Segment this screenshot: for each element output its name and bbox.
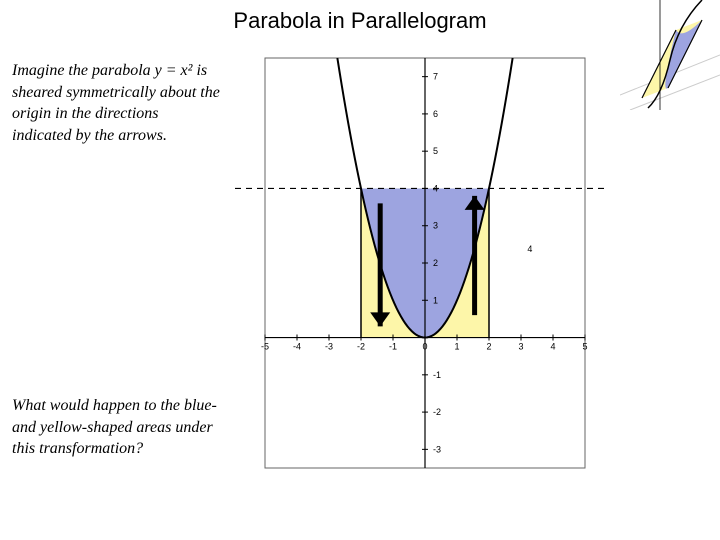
svg-text:1: 1 xyxy=(433,295,438,305)
svg-text:-4: -4 xyxy=(293,342,301,352)
svg-text:5: 5 xyxy=(582,342,587,352)
thumbnail-chart xyxy=(620,0,720,110)
svg-text:6: 6 xyxy=(433,109,438,119)
svg-text:4: 4 xyxy=(527,244,532,254)
question-text: What would happen to the blue- and yello… xyxy=(12,395,222,460)
svg-text:5: 5 xyxy=(433,146,438,156)
svg-text:-2: -2 xyxy=(357,342,365,352)
svg-text:1: 1 xyxy=(454,342,459,352)
svg-text:4: 4 xyxy=(433,183,438,193)
svg-text:-5: -5 xyxy=(261,342,269,352)
svg-text:2: 2 xyxy=(486,342,491,352)
svg-text:-2: -2 xyxy=(433,407,441,417)
svg-text:2: 2 xyxy=(433,258,438,268)
intro-pre: Imagine the parabola xyxy=(12,62,155,79)
svg-text:7: 7 xyxy=(433,72,438,82)
page-title: Parabola in Parallelogram xyxy=(0,8,720,34)
svg-text:-3: -3 xyxy=(433,444,441,454)
svg-text:4: 4 xyxy=(550,342,555,352)
intro-text: Imagine the parabola y = x² is sheared s… xyxy=(12,60,222,146)
svg-text:3: 3 xyxy=(433,221,438,231)
svg-text:-1: -1 xyxy=(433,370,441,380)
svg-text:3: 3 xyxy=(518,342,523,352)
intro-equation: y = x² xyxy=(155,62,193,79)
main-chart: -5 -4 -3 -2 -1 0 1 2 3 4 5 -3 -2 -1 1 2 3 4 5 6 7 4 xyxy=(235,48,605,488)
svg-text:-3: -3 xyxy=(325,342,333,352)
svg-text:0: 0 xyxy=(422,342,427,352)
svg-text:-1: -1 xyxy=(389,342,397,352)
